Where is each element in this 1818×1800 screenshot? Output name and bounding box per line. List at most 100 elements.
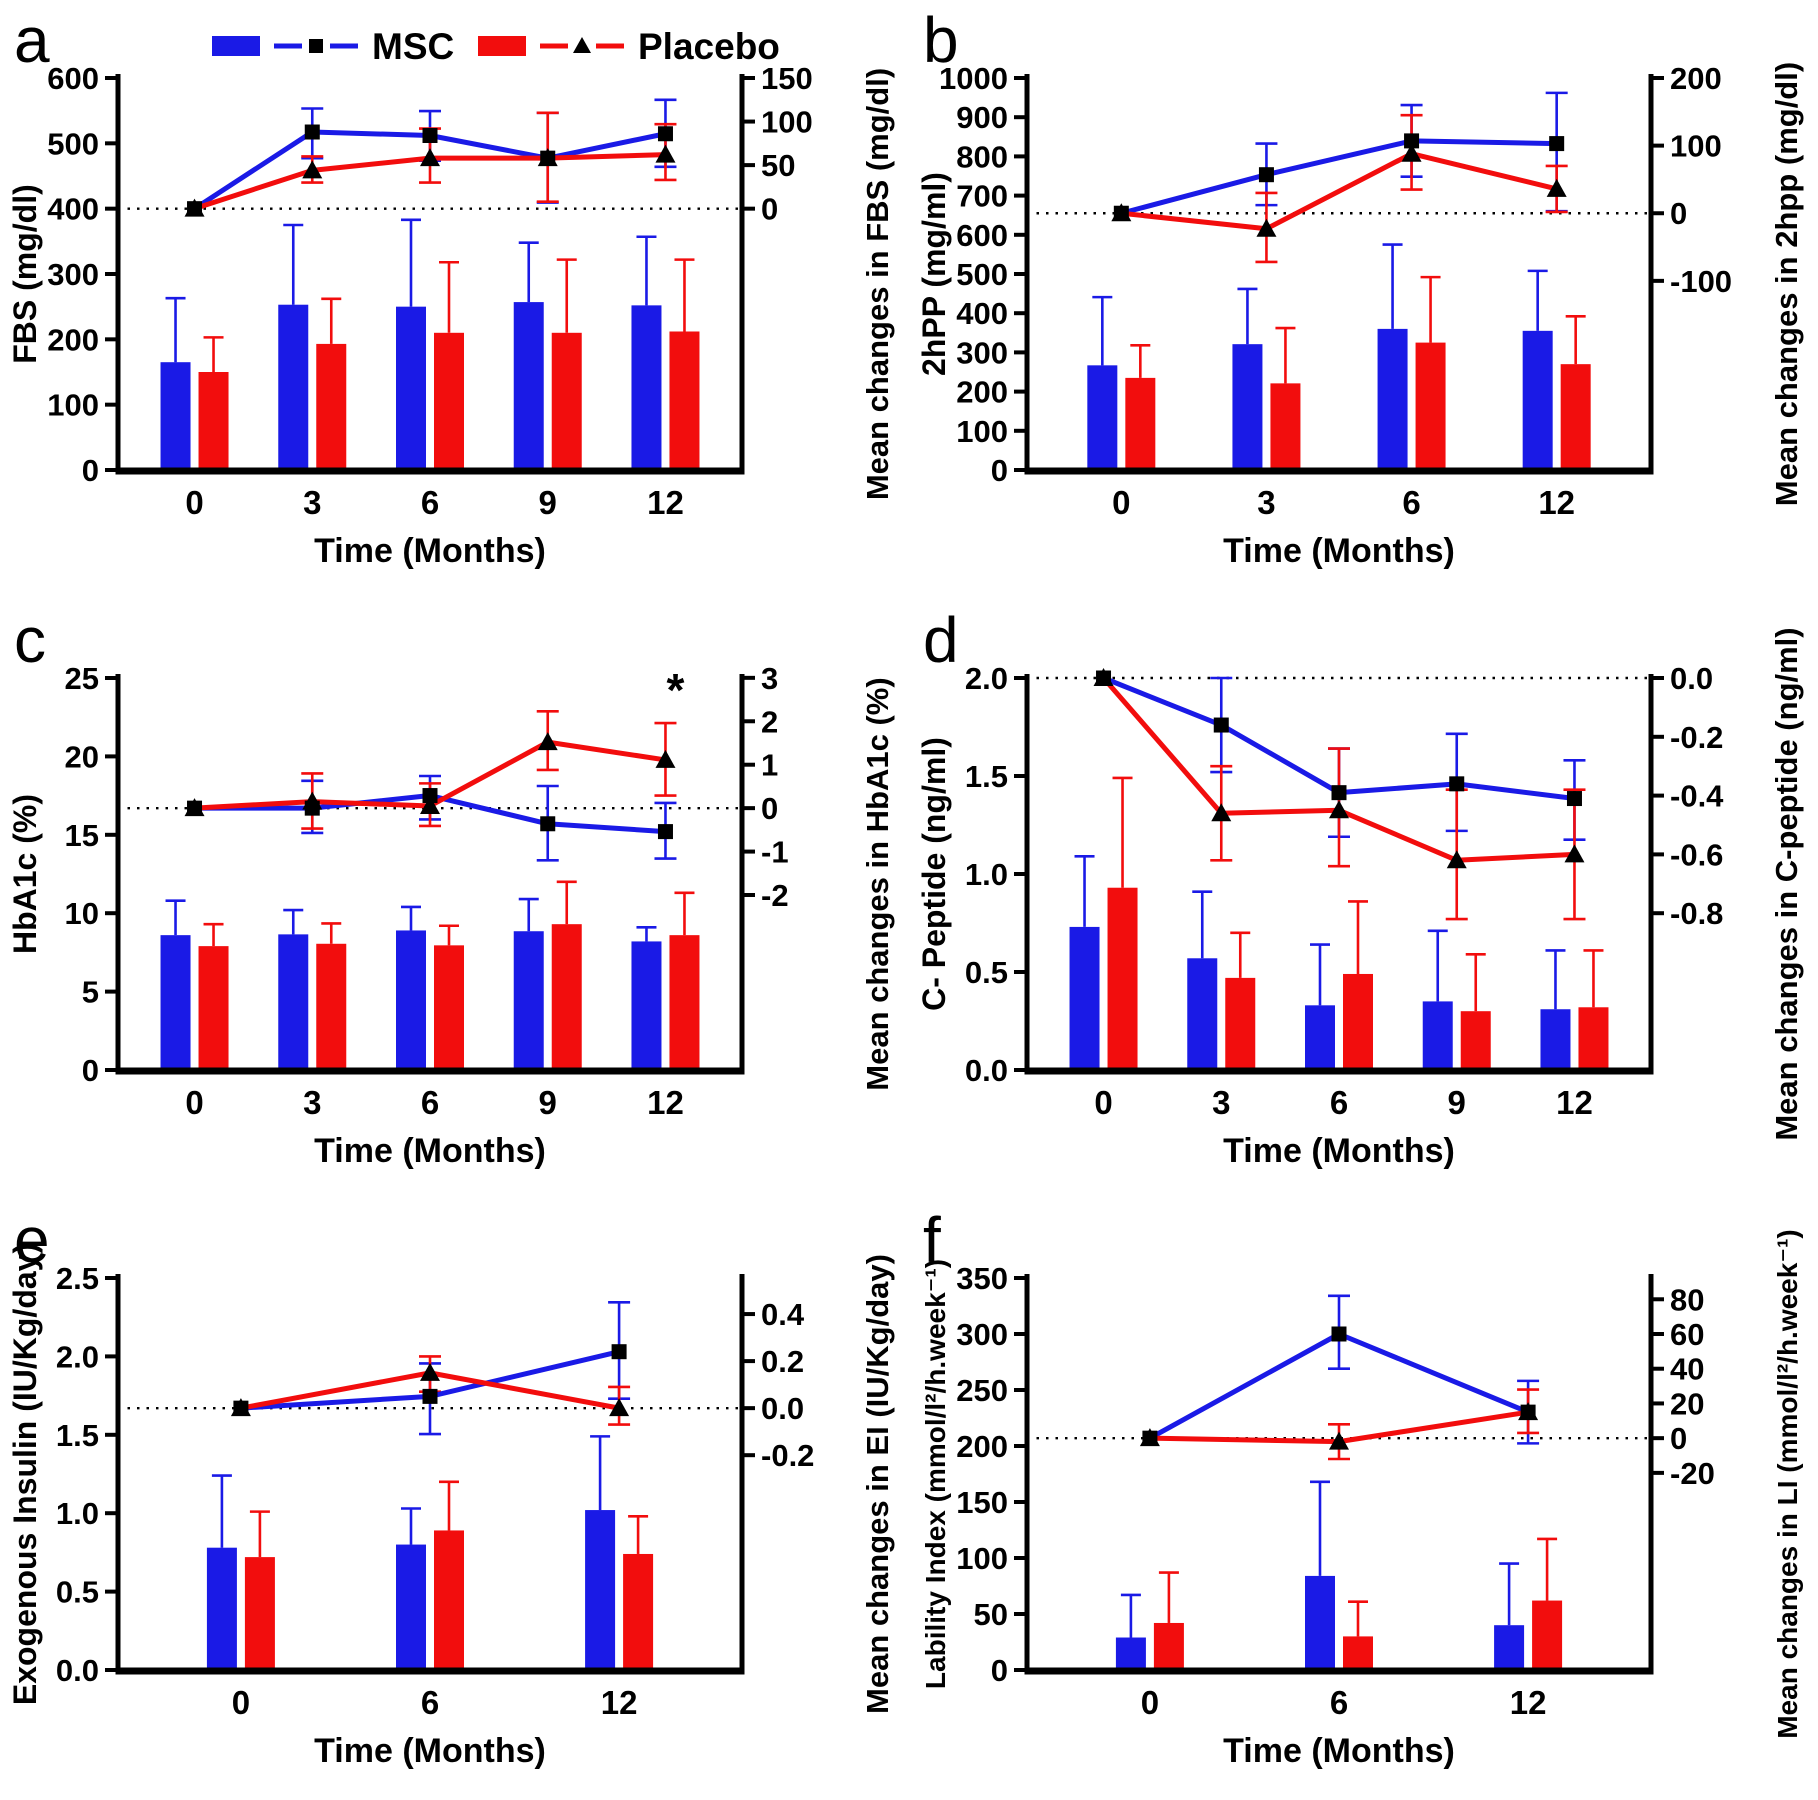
right-axis-tick-label: 50 — [761, 148, 795, 183]
left-axis-tick-label: 300 — [956, 335, 1008, 370]
left-axis-title: Lability Index (mmol/l²/h.week⁻¹) — [920, 1259, 951, 1689]
lines-group — [184, 709, 677, 862]
left-axis-tick-label: 5 — [82, 975, 99, 1010]
right-axis-tick-label: 3 — [761, 661, 778, 696]
lines-group — [184, 98, 677, 217]
msc-bar — [585, 1510, 616, 1670]
msc-bar — [1377, 328, 1408, 470]
panel-letter: c — [14, 604, 46, 676]
placebo-bar — [623, 1553, 654, 1670]
msc-bar — [631, 305, 662, 470]
right-axis-tick-label: 80 — [1670, 1282, 1704, 1317]
right-axis-tick-label: 0 — [761, 192, 778, 227]
placebo-bar — [198, 946, 229, 1070]
placebo-bar — [1107, 887, 1138, 1070]
x-axis-tick-label: 0 — [185, 1084, 203, 1121]
left-axis-tick-label: 1.0 — [965, 857, 1008, 892]
x-axis-tick-label: 3 — [303, 484, 321, 521]
square-marker-icon — [657, 126, 673, 142]
left-axis-tick-label: 100 — [956, 414, 1008, 449]
legend-label-placebo: Placebo — [638, 26, 780, 67]
x-axis-tick-label: 3 — [303, 1084, 321, 1121]
placebo-bar — [1343, 973, 1373, 1070]
legend-msc-swatch — [212, 36, 260, 56]
left-axis-tick-label: 0.5 — [56, 1575, 99, 1610]
triangle-marker-icon — [420, 795, 440, 814]
panel-letter: f — [923, 1204, 941, 1276]
triangle-marker-icon — [655, 144, 676, 163]
panel-e-chart: 0.0 0.5 1.0 1.5 2.0 2.5 0.4 0.2 0.0 -0.2 0 6 12 Time … — [7, 1204, 895, 1770]
bars-group — [1069, 776, 1609, 1070]
panel-d: 0.0 0.5 1.0 1.5 2.0 0.0 -0.2 -0.4 -0.6 -0.8 0 3 6 9 12… — [909, 600, 1818, 1200]
panel-a: 0 100 200 300 400 500 600 150 100 50 0 0 3 6 9 12 Time (… — [0, 0, 909, 600]
x-axis-tick-label: 3 — [1212, 1084, 1230, 1121]
right-axis-tick-label: -0.8 — [1670, 896, 1723, 931]
x-axis-title: Time (Months) — [1223, 1732, 1455, 1770]
right-axis-tick-label: 40 — [1670, 1352, 1704, 1387]
x-axis-tick-label: 3 — [1257, 484, 1275, 521]
triangle-marker-icon — [1329, 800, 1349, 819]
left-axis-tick-label: 250 — [956, 1373, 1008, 1408]
square-marker-icon — [1566, 791, 1582, 807]
placebo-bar — [669, 935, 700, 1070]
bars-group — [206, 1435, 654, 1670]
triangle-marker-icon — [1446, 850, 1467, 869]
left-axis-tick-label: 50 — [974, 1597, 1008, 1632]
right-axis-tick-label: 0 — [1670, 1421, 1687, 1456]
x-axis-tick-label: 12 — [1510, 1684, 1547, 1721]
square-marker-icon — [1213, 717, 1229, 733]
triangle-marker-icon — [420, 1362, 440, 1381]
placebo-bar — [434, 1530, 464, 1670]
x-axis-title: Time (Months) — [314, 1732, 546, 1770]
msc-bar — [1540, 1009, 1571, 1070]
x-axis-tick-label: 6 — [421, 1684, 439, 1721]
msc-bar — [1115, 1637, 1146, 1670]
right-axis-tick-label: 2 — [761, 704, 778, 739]
msc-bar — [396, 930, 426, 1070]
right-axis-title: Mean changes in LI (mmol/l²/h.week⁻¹) — [1772, 1229, 1803, 1739]
square-marker-icon — [1520, 1404, 1536, 1420]
triangle-marker-icon — [1401, 143, 1422, 162]
triangle-marker-icon — [655, 749, 676, 768]
left-axis-tick-label: 200 — [956, 375, 1008, 410]
panel-d-chart: 0.0 0.5 1.0 1.5 2.0 0.0 -0.2 -0.4 -0.6 -0.8 0 3 6 9 12… — [916, 604, 1804, 1170]
left-axis-tick-label: 2.5 — [56, 1261, 99, 1296]
msc-bar — [1232, 344, 1263, 470]
placebo-bar — [1225, 977, 1256, 1070]
x-axis-tick-label: 6 — [1402, 484, 1420, 521]
left-axis-title: Exogenous Insulin (IU/Kg/day) — [7, 1243, 43, 1705]
right-axis-tick-label: 0.2 — [761, 1344, 804, 1379]
left-axis-tick-label: 300 — [956, 1317, 1008, 1352]
left-axis-tick-label: 0 — [82, 453, 99, 488]
right-axis-tick-label: -2 — [761, 878, 789, 913]
bars-group — [1087, 243, 1591, 470]
msc-bar — [513, 931, 544, 1070]
lines-group — [1093, 668, 1586, 921]
square-marker-icon — [657, 824, 673, 840]
placebo-bar — [434, 332, 464, 470]
x-axis-tick-label: 0 — [185, 484, 203, 521]
left-axis-tick-label: 25 — [65, 661, 99, 696]
left-axis-tick-label: 100 — [956, 1541, 1008, 1576]
left-axis-tick-label: 15 — [65, 818, 99, 853]
legend: MSC Placebo — [212, 26, 780, 67]
left-axis-tick-label: 0 — [82, 1053, 99, 1088]
msc-bar — [1187, 958, 1218, 1070]
right-axis-tick-label: 20 — [1670, 1386, 1704, 1421]
x-axis-tick-label: 6 — [421, 484, 439, 521]
panel-letter: a — [14, 4, 50, 76]
right-axis-title: Mean changes in 2hpp (mg/dl) — [1769, 62, 1804, 506]
left-axis-tick-label: 350 — [956, 1261, 1008, 1296]
square-marker-icon — [422, 1388, 438, 1404]
x-axis-tick-label: 12 — [647, 1084, 684, 1121]
triangle-marker-icon — [537, 732, 558, 751]
panel-f: 0 50 100 150 200 250 300 350 80 60 40 20 0 -20 0 6 12 Tim… — [909, 1200, 1818, 1800]
left-axis-tick-label: 900 — [956, 100, 1008, 135]
placebo-bar — [434, 945, 464, 1070]
triangle-marker-icon — [420, 148, 440, 167]
placebo-bar — [316, 343, 347, 470]
placebo-bar — [1578, 1007, 1609, 1070]
square-marker-icon — [1096, 670, 1112, 686]
